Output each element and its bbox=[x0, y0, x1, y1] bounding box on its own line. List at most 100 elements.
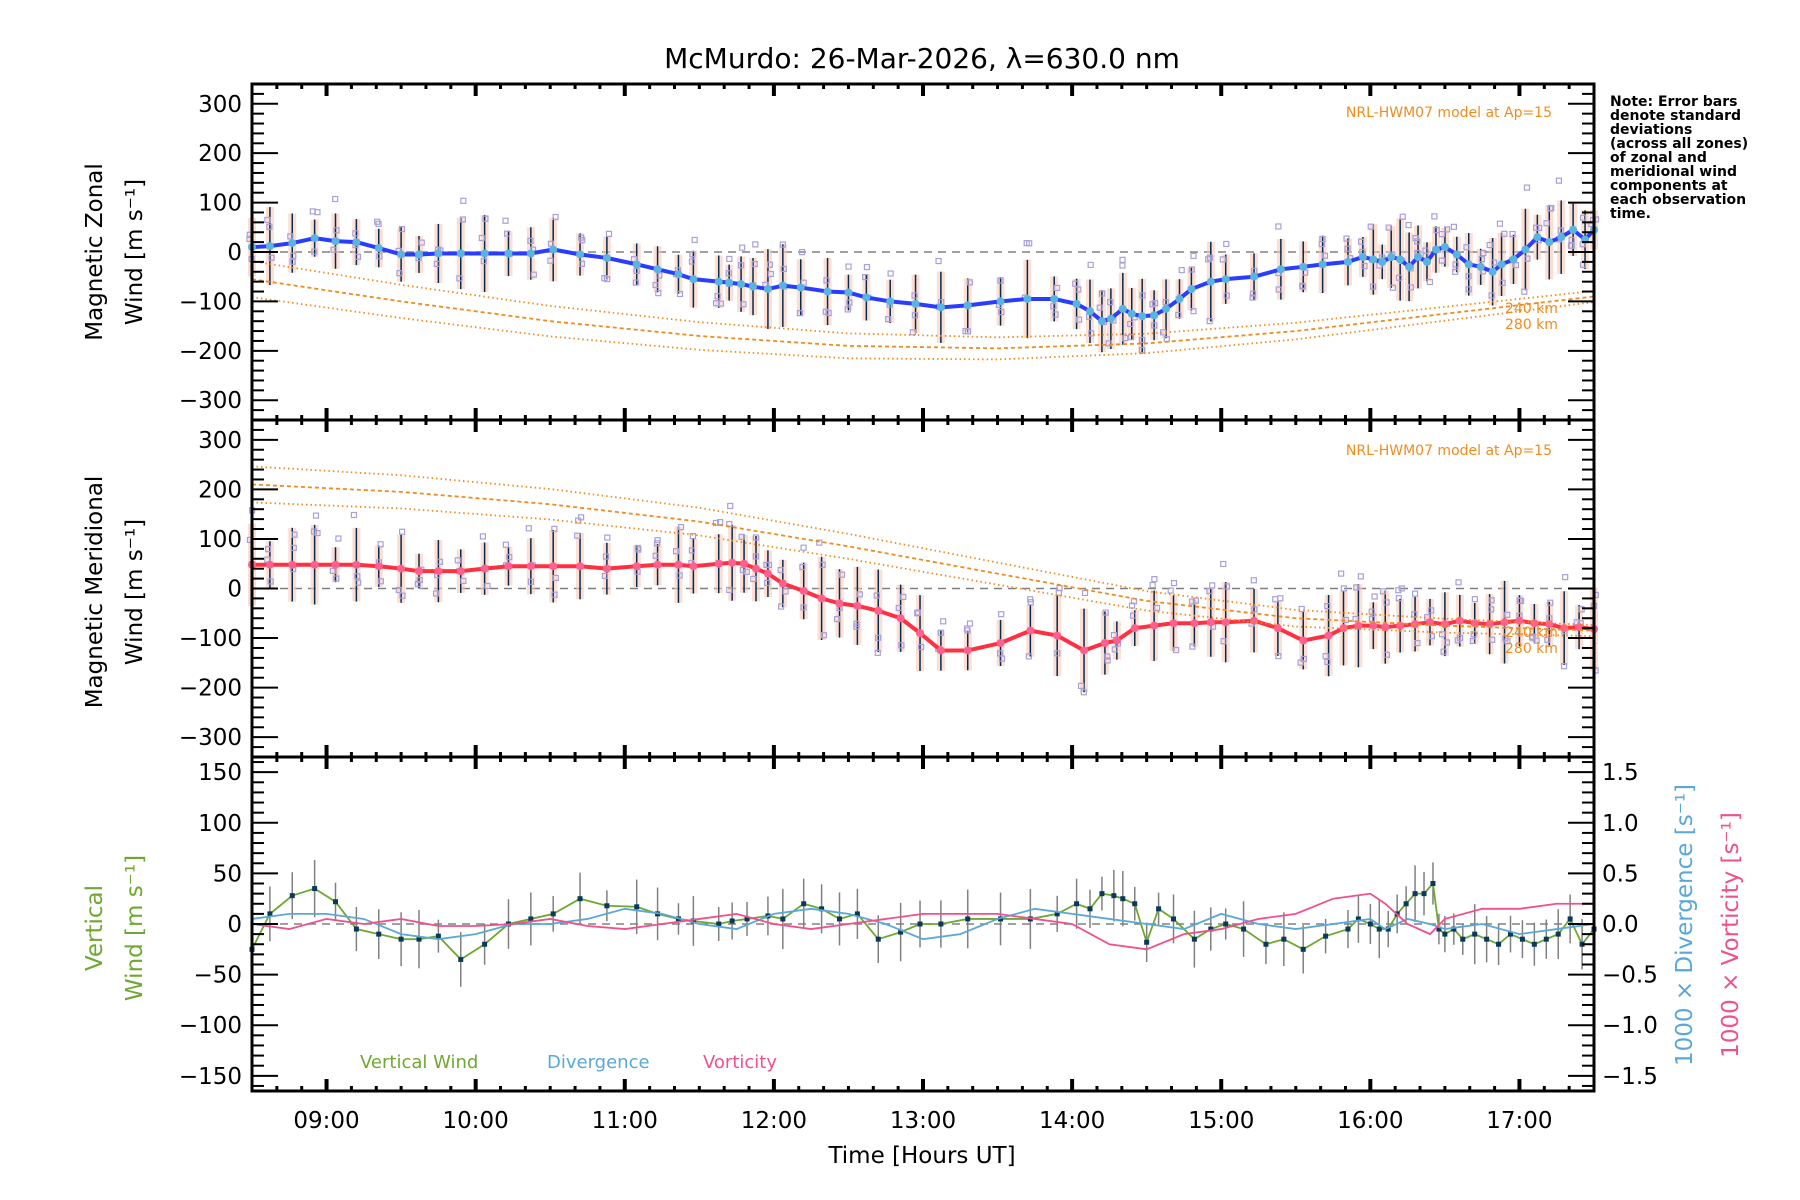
zone-point bbox=[1411, 611, 1418, 618]
zone-point bbox=[764, 579, 771, 587]
data-point bbox=[310, 234, 319, 243]
data-point bbox=[1381, 623, 1390, 632]
data-point bbox=[1324, 631, 1333, 640]
vertical-wind-point bbox=[604, 903, 610, 909]
data-point bbox=[1440, 620, 1449, 629]
zone-point bbox=[418, 239, 425, 246]
y-tick-label: 100 bbox=[198, 527, 242, 553]
zone-point bbox=[310, 528, 318, 535]
y-right-tick-label: −0.5 bbox=[1602, 963, 1658, 989]
zone-point bbox=[1486, 241, 1493, 249]
zone-point bbox=[1580, 214, 1587, 221]
zone-point bbox=[1324, 603, 1331, 610]
zone-point bbox=[1555, 177, 1562, 184]
zone-point bbox=[1344, 245, 1351, 252]
zone-point bbox=[1544, 636, 1551, 643]
zone-point bbox=[602, 553, 610, 560]
zone-point bbox=[1076, 316, 1083, 323]
data-point bbox=[331, 237, 340, 246]
zone-point bbox=[845, 263, 852, 270]
zone-point bbox=[1385, 224, 1392, 231]
data-point bbox=[1515, 616, 1524, 625]
zone-point bbox=[355, 579, 362, 586]
zone-point bbox=[605, 230, 613, 237]
data-point bbox=[1118, 304, 1127, 313]
vertical-wind-point bbox=[1421, 891, 1427, 897]
zone-point bbox=[1139, 292, 1146, 299]
zone-point bbox=[1223, 240, 1230, 248]
zone-point bbox=[800, 604, 807, 611]
zone-point bbox=[482, 215, 489, 222]
zone-point bbox=[1300, 655, 1307, 663]
vertical-wind-point bbox=[435, 933, 441, 939]
zone-point bbox=[1298, 605, 1305, 613]
zone-point bbox=[737, 262, 745, 269]
data-point bbox=[1560, 624, 1569, 633]
zone-point bbox=[1149, 581, 1156, 589]
zone-point bbox=[1275, 653, 1282, 660]
y-tick-label: −100 bbox=[179, 1013, 242, 1039]
data-point bbox=[749, 282, 758, 291]
zone-point bbox=[1105, 340, 1112, 347]
zone-point bbox=[1190, 252, 1197, 260]
zone-point bbox=[1251, 606, 1258, 613]
zone-point bbox=[1206, 587, 1213, 595]
vertical-wind-point bbox=[458, 956, 464, 962]
data-point bbox=[526, 249, 535, 258]
zone-point bbox=[395, 586, 403, 594]
data-point bbox=[1221, 618, 1230, 627]
vertical-wind-point bbox=[1472, 931, 1478, 937]
zone-point bbox=[1438, 230, 1446, 238]
model-curve bbox=[251, 296, 1595, 361]
data-point bbox=[310, 560, 319, 569]
zone-point bbox=[1119, 256, 1126, 263]
vertical-wind-point bbox=[289, 893, 295, 899]
zone-point bbox=[312, 512, 320, 519]
zone-point bbox=[1110, 631, 1118, 639]
data-point bbox=[689, 562, 698, 571]
zone-point bbox=[844, 306, 851, 313]
zone-point bbox=[398, 225, 406, 233]
y-tick-label: 150 bbox=[198, 760, 242, 786]
zone-point bbox=[1138, 336, 1146, 344]
vertical-wind-point bbox=[1208, 926, 1214, 932]
data-point bbox=[265, 560, 274, 569]
zone-point bbox=[1414, 238, 1421, 245]
data-point bbox=[1354, 621, 1363, 630]
vertical-wind-point bbox=[1099, 891, 1105, 897]
middle-model-annotation: NRL-HWM07 model at Ap=15 bbox=[1346, 443, 1552, 459]
zone-point bbox=[633, 267, 640, 274]
vertical-wind-point bbox=[550, 911, 556, 917]
data-point bbox=[751, 564, 760, 573]
middle-ylabel-line1: Magnetic Meridional bbox=[82, 476, 108, 709]
data-point bbox=[1497, 260, 1506, 269]
data-point bbox=[1221, 275, 1230, 284]
zone-point bbox=[1361, 262, 1368, 270]
vertical-wind-point bbox=[1223, 921, 1229, 927]
zone-point bbox=[1277, 595, 1284, 602]
zone-point bbox=[1499, 279, 1506, 286]
zone-point bbox=[1478, 256, 1486, 263]
chart-title: McMurdo: 26-Mar-2026, λ=630.0 nm bbox=[664, 42, 1180, 75]
zone-point bbox=[332, 195, 339, 203]
model-curve bbox=[251, 483, 1595, 632]
zone-point bbox=[436, 558, 444, 565]
zone-point bbox=[433, 260, 440, 268]
zone-point bbox=[914, 609, 921, 616]
data-point bbox=[1250, 616, 1259, 625]
side-note-line: components at bbox=[1610, 178, 1728, 194]
zone-point bbox=[846, 299, 853, 306]
zone-point bbox=[800, 544, 807, 551]
data-point bbox=[331, 560, 340, 569]
zone-point bbox=[998, 309, 1005, 316]
zone-point bbox=[1173, 646, 1180, 654]
data-point bbox=[1190, 619, 1199, 628]
zone-point bbox=[964, 627, 971, 634]
zone-point bbox=[689, 251, 696, 258]
zone-point bbox=[1119, 262, 1126, 269]
zone-point bbox=[935, 257, 942, 265]
data-point bbox=[1318, 260, 1327, 269]
zone-point bbox=[1102, 609, 1109, 616]
data-point bbox=[1530, 619, 1539, 628]
zone-point bbox=[1465, 286, 1472, 293]
